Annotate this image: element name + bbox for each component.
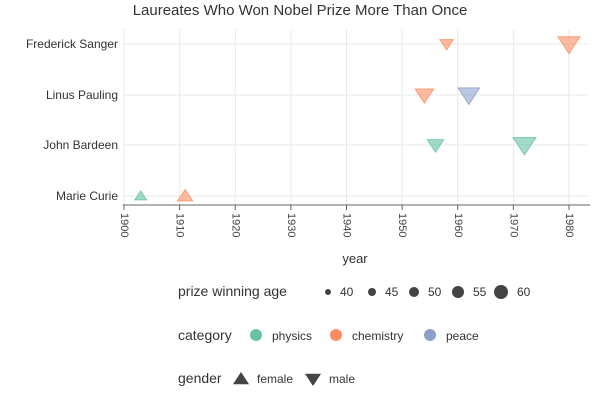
legend-color-swatch — [250, 329, 262, 341]
legend-size-marker — [409, 287, 419, 297]
x-tick-label: 1960 — [452, 213, 464, 237]
legend-size-marker — [325, 289, 331, 295]
x-tick-label: 1920 — [229, 213, 241, 237]
legend-color-swatch — [330, 329, 342, 341]
legend-shape-title: gender — [178, 370, 222, 386]
x-tick-label: 1910 — [174, 213, 186, 237]
x-tick-label: 1980 — [563, 213, 575, 237]
data-point — [133, 189, 148, 201]
data-point — [176, 188, 194, 202]
x-tick-label: 1900 — [118, 213, 130, 237]
data-point — [457, 87, 481, 106]
legend-size-label: 55 — [473, 285, 487, 299]
legend-color-label: chemistry — [352, 329, 403, 343]
legend-shape-label: female — [257, 372, 293, 386]
legend-color-label: peace — [446, 329, 479, 343]
data-point — [438, 39, 455, 51]
legend-size-label: 60 — [517, 285, 531, 299]
y-tick-label: John Bardeen — [43, 138, 118, 152]
y-tick-label: Frederick Sanger — [26, 37, 118, 51]
legends: prize winning age 40 45 50 55 60 category physi… — [178, 283, 531, 386]
legend-color-title: category — [178, 327, 232, 343]
data-point — [512, 137, 537, 156]
legend-shape-marker — [232, 372, 250, 385]
legend-size-label: 45 — [385, 285, 399, 299]
y-tick-label: Linus Pauling — [46, 88, 118, 102]
x-tick-label: 1970 — [507, 213, 519, 237]
grid-lines — [123, 30, 588, 205]
legend-color-swatch — [424, 329, 436, 341]
x-tick-label: 1950 — [396, 213, 408, 237]
legend-color-label: physics — [272, 329, 312, 343]
data-point — [557, 36, 581, 55]
x-axis-title: year — [342, 251, 368, 266]
y-tick-label: Marie Curie — [56, 189, 118, 203]
x-tick-label: 1930 — [285, 213, 297, 237]
legend-size-label: 50 — [428, 285, 442, 299]
data-point — [414, 88, 435, 104]
legend-size-marker — [494, 285, 508, 299]
data-points — [133, 36, 581, 202]
legend-size-marker — [452, 286, 464, 298]
y-axis-labels: Marie Curie John Bardeen Linus Pauling Fred… — [26, 37, 118, 203]
legend-size-marker — [368, 288, 376, 296]
chart-title: Laureates Who Won Nobel Prize More Than … — [133, 2, 468, 19]
legend-shape-label: male — [329, 372, 355, 386]
data-point — [426, 139, 445, 154]
legend-shape-marker — [304, 373, 322, 386]
legend-size-title: prize winning age — [178, 283, 287, 299]
legend-size-label: 40 — [340, 285, 354, 299]
x-axis: 1900 1910 1920 1930 1940 1950 1960 1970 1980 — [118, 204, 590, 237]
x-tick-label: 1940 — [341, 213, 353, 237]
